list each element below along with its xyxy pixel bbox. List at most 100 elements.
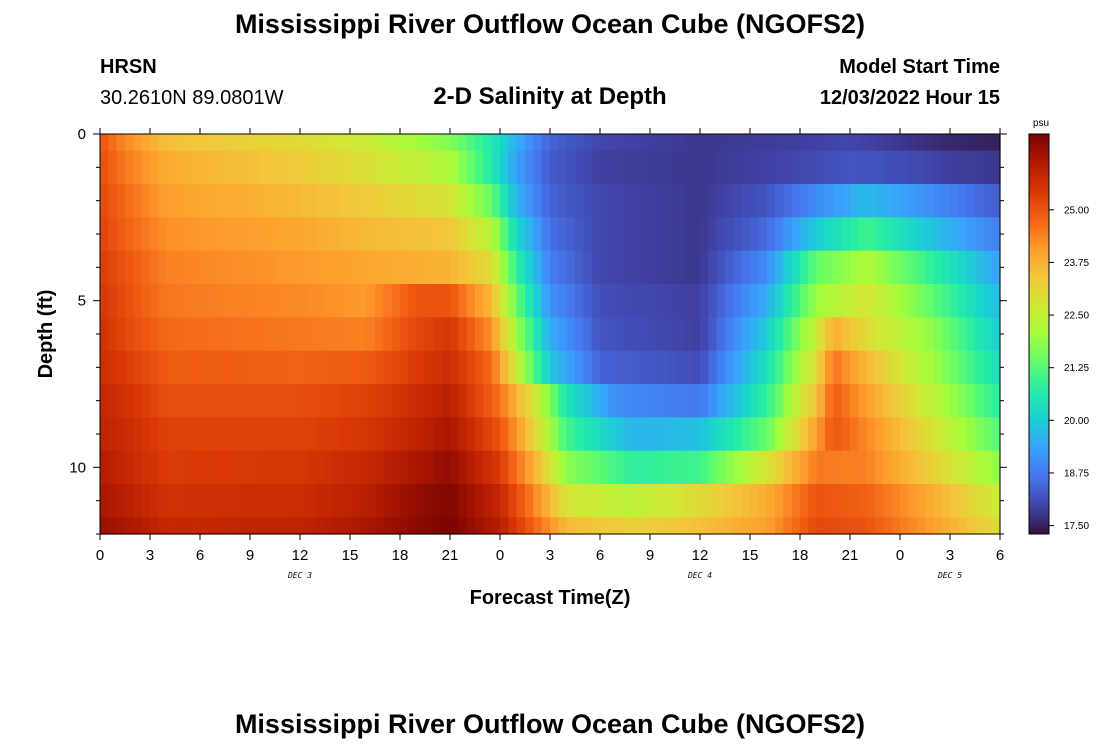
- heatmap-cell: [791, 217, 801, 252]
- heatmap-cell: [150, 250, 159, 285]
- heatmap-cell: [683, 517, 693, 535]
- heatmap-cell: [100, 517, 109, 535]
- heatmap-cell: [566, 284, 576, 318]
- heatmap-cell: [758, 484, 768, 518]
- heatmap-cell: [900, 317, 909, 352]
- heatmap-cell: [458, 250, 468, 285]
- heatmap-cell: [975, 384, 984, 418]
- heatmap-cell: [183, 417, 193, 452]
- salinity-heatmap: [100, 134, 1001, 535]
- x-tick-label: 6: [996, 547, 1004, 564]
- heatmap-cell: [625, 184, 634, 218]
- heatmap-cell: [591, 150, 601, 185]
- heatmap-cell: [225, 284, 234, 318]
- heatmap-cell: [516, 450, 526, 485]
- heatmap-cell: [575, 217, 584, 252]
- heatmap-cell: [641, 184, 651, 218]
- heatmap-cell: [225, 184, 234, 218]
- heatmap-cell: [383, 484, 393, 518]
- heatmap-cell: [558, 217, 568, 252]
- heatmap-cell: [150, 350, 159, 385]
- heatmap-cell: [408, 417, 418, 452]
- heatmap-cell: [675, 217, 684, 252]
- heatmap-cell: [658, 134, 668, 152]
- heatmap-cell: [100, 184, 109, 218]
- heatmap-cell: [216, 284, 226, 318]
- heatmap-cell: [608, 150, 618, 185]
- heatmap-cell: [533, 484, 543, 518]
- heatmap-cell: [166, 184, 176, 218]
- heatmap-cell: [950, 284, 959, 318]
- heatmap-cell: [416, 250, 426, 285]
- heatmap-cell: [108, 417, 118, 452]
- heatmap-cell: [925, 250, 934, 285]
- heatmap-cell: [541, 150, 551, 185]
- heatmap-cell: [208, 350, 218, 385]
- heatmap-cell: [116, 150, 126, 185]
- heatmap-cell: [200, 184, 209, 218]
- heatmap-cell: [408, 350, 418, 385]
- heatmap-cell: [758, 134, 768, 152]
- heatmap-cell: [308, 317, 318, 352]
- heatmap-cell: [575, 250, 584, 285]
- heatmap-cell: [458, 517, 468, 535]
- heatmap-cell: [483, 250, 493, 285]
- heatmap-cell: [766, 384, 776, 418]
- heatmap-cell: [475, 450, 484, 485]
- heatmap-cell: [750, 517, 759, 535]
- heatmap-cell: [316, 350, 326, 385]
- heatmap-cell: [141, 284, 151, 318]
- heatmap-cell: [850, 217, 859, 252]
- heatmap-cell: [691, 284, 701, 318]
- heatmap-cell: [391, 484, 401, 518]
- heatmap-cell: [350, 134, 359, 152]
- heatmap-cell: [716, 517, 726, 535]
- heatmap-cell: [358, 517, 368, 535]
- heatmap-cell: [125, 517, 134, 535]
- heatmap-cell: [558, 317, 568, 352]
- heatmap-cell: [783, 517, 793, 535]
- heatmap-cell: [100, 484, 109, 518]
- heatmap-cell: [600, 450, 609, 485]
- heatmap-cell: [608, 484, 618, 518]
- heatmap-cell: [908, 517, 918, 535]
- heatmap-cell: [116, 284, 126, 318]
- heatmap-cell: [641, 217, 651, 252]
- heatmap-cell: [625, 217, 634, 252]
- x-tick-label: 6: [196, 547, 204, 564]
- heatmap-cell: [258, 384, 268, 418]
- heatmap-cell: [666, 350, 676, 385]
- heatmap-cell: [525, 517, 534, 535]
- heatmap-cell: [125, 484, 134, 518]
- heatmap-cell: [516, 317, 526, 352]
- heatmap-cell: [325, 450, 334, 485]
- heatmap-cell: [558, 284, 568, 318]
- heatmap-cell: [508, 350, 518, 385]
- heatmap-cell: [841, 484, 851, 518]
- heatmap-cell: [800, 417, 809, 452]
- heatmap-cell: [133, 150, 143, 185]
- heatmap-cell: [941, 250, 951, 285]
- chart-subtitle: 2-D Salinity at Depth: [433, 83, 667, 110]
- heatmap-cell: [750, 250, 759, 285]
- heatmap-cell: [175, 150, 184, 185]
- heatmap-cell: [600, 350, 609, 385]
- heatmap-cell: [408, 217, 418, 252]
- heatmap-cell: [700, 450, 709, 485]
- heatmap-cell: [958, 217, 968, 252]
- heatmap-cell: [550, 517, 559, 535]
- heatmap-cell: [850, 484, 859, 518]
- heatmap-cell: [825, 350, 834, 385]
- heatmap-cell: [608, 517, 618, 535]
- heatmap-cell: [716, 317, 726, 352]
- heatmap-cell: [800, 134, 809, 152]
- heatmap-cell: [141, 350, 151, 385]
- heatmap-cell: [875, 184, 884, 218]
- heatmap-cell: [650, 250, 659, 285]
- heatmap-cell: [250, 217, 259, 252]
- heatmap-cell: [933, 484, 943, 518]
- heatmap-cell: [591, 134, 601, 152]
- heatmap-cell: [825, 134, 834, 152]
- heatmap-cell: [983, 450, 993, 485]
- heatmap-cell: [150, 134, 159, 152]
